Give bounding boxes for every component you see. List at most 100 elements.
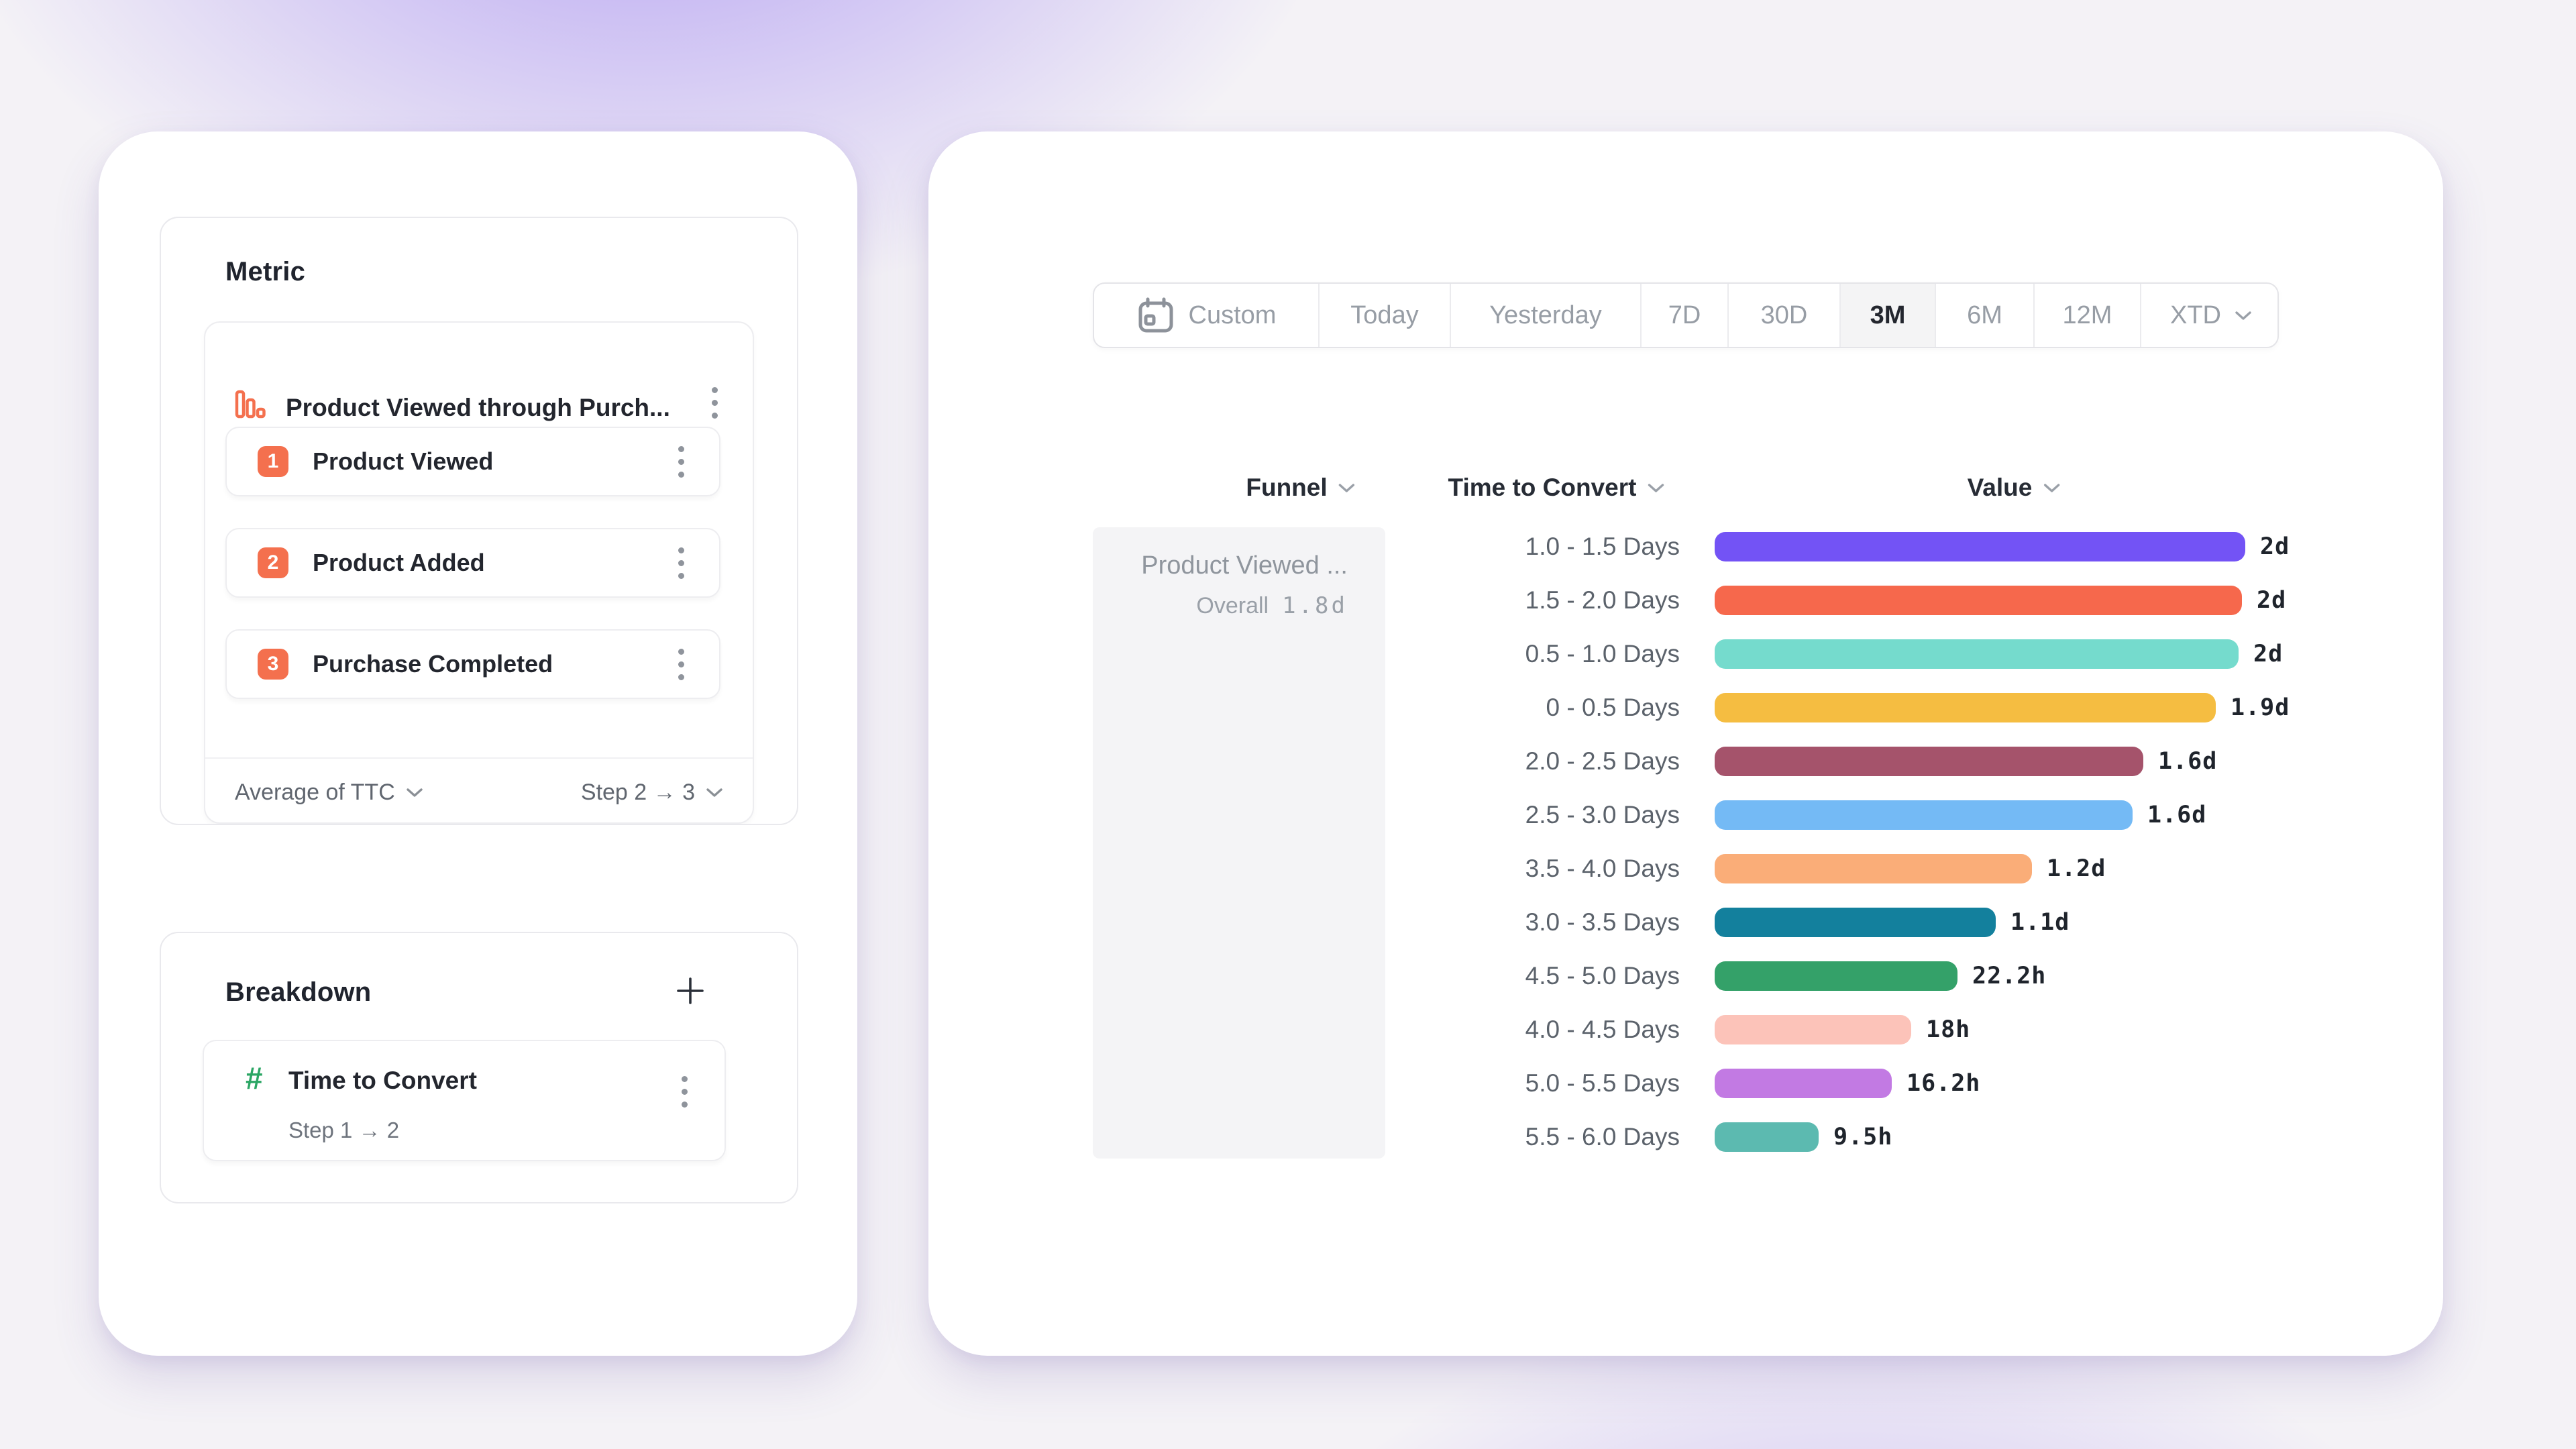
value-column-label: Value <box>1967 474 2033 501</box>
date-range-option-xtd[interactable]: XTD <box>2141 284 2277 347</box>
chevron-down-icon <box>706 788 722 797</box>
date-range-option-label: 6M <box>1967 301 2002 329</box>
value-label: 18h <box>1926 1016 1971 1043</box>
value-bar[interactable] <box>1715 747 2143 776</box>
bar-chart: 1.0 - 1.5 Days 2d 1.5 - 2.0 Days 2d 0.5 - 1.… <box>928 520 2443 1164</box>
date-range-option-12m[interactable]: 12M <box>2035 284 2141 347</box>
value-label: 9.5h <box>1833 1124 1893 1150</box>
breakdown-kebab-menu[interactable] <box>682 1076 688 1108</box>
measure-dropdown[interactable]: Average of TTC <box>235 780 423 806</box>
date-range-option-6m[interactable]: 6M <box>1936 284 2035 347</box>
funnel-cell[interactable]: Product Viewed ... Overall 1.8d <box>1093 527 1385 1159</box>
value-bar[interactable] <box>1715 1069 1892 1098</box>
bucket-label: 2.0 - 2.5 Days <box>1525 747 1680 775</box>
date-range-option-3m[interactable]: 3M <box>1841 284 1936 347</box>
bar-chart-icon <box>235 390 266 424</box>
divider <box>205 757 753 759</box>
bucket-label: 3.0 - 3.5 Days <box>1525 908 1680 936</box>
step-kebab-menu[interactable] <box>678 445 684 478</box>
calendar-icon <box>1138 297 1173 333</box>
add-breakdown-button[interactable] <box>674 975 706 1007</box>
date-range-option-today[interactable]: Today <box>1320 284 1451 347</box>
value-bar[interactable] <box>1715 693 2216 722</box>
chart-row: 3.0 - 3.5 Days 1.1d <box>928 896 2443 949</box>
date-range-option-label: Custom <box>1188 301 1277 329</box>
step-kebab-menu[interactable] <box>678 648 684 680</box>
chevron-down-icon <box>407 788 423 797</box>
step-range-dropdown-label: Step 2 → 3 <box>580 779 695 805</box>
value-label: 2d <box>2260 533 2290 560</box>
value-bar[interactable] <box>1715 1015 1911 1044</box>
value-bar[interactable] <box>1715 532 2245 561</box>
value-label: 1.2d <box>2047 855 2106 882</box>
time-to-convert-column-header[interactable]: Time to Convert <box>1448 474 1665 502</box>
bucket-label: 0.5 - 1.0 Days <box>1525 640 1680 667</box>
bucket-label: 3.5 - 4.0 Days <box>1525 855 1680 882</box>
breakdown-item-name: Time to Convert <box>288 1067 477 1094</box>
funnel-metric-card: Product Viewed through Purch... 1 Product… <box>204 321 754 824</box>
date-range-option-custom[interactable]: Custom <box>1094 284 1320 347</box>
step-event-label: Product Added <box>313 549 485 576</box>
breakdown-module: Breakdown # Time to Convert Step 1 → 2 <box>160 932 798 1203</box>
value-label: 22.2h <box>1972 963 2047 989</box>
funnel-step-card[interactable]: 3 Purchase Completed <box>225 629 720 699</box>
value-label: 1.1d <box>2010 909 2070 936</box>
value-label: 1.6d <box>2158 748 2218 775</box>
value-bar[interactable] <box>1715 908 1996 937</box>
breakdown-item-card[interactable]: # Time to Convert Step 1 → 2 <box>203 1040 726 1161</box>
date-range-option-30d[interactable]: 30D <box>1729 284 1841 347</box>
chart-row: 0.5 - 1.0 Days 2d <box>928 627 2443 681</box>
metric-name: Product Viewed through Purch... <box>286 394 670 421</box>
step-kebab-menu[interactable] <box>678 547 684 579</box>
measure-dropdown-label: Average of TTC <box>235 779 395 805</box>
chart-row: 2.5 - 3.0 Days 1.6d <box>928 788 2443 842</box>
bucket-label: 5.0 - 5.5 Days <box>1525 1069 1680 1097</box>
chevron-down-icon <box>1338 483 1355 492</box>
overall-value: 1.8d <box>1282 592 1348 619</box>
bucket-label: 5.5 - 6.0 Days <box>1525 1123 1680 1150</box>
date-range-option-label: Yesterday <box>1489 301 1602 329</box>
bucket-label: 1.0 - 1.5 Days <box>1525 533 1680 560</box>
date-range-option-label: 12M <box>2062 301 2112 329</box>
time-to-convert-column-label: Time to Convert <box>1448 474 1637 501</box>
bucket-label: 4.0 - 4.5 Days <box>1525 1016 1680 1043</box>
chart-row: 5.5 - 6.0 Days 9.5h <box>928 1110 2443 1164</box>
chart-panel-card: Custom Today Yesterday 7D 30D 3M 6M 12M XTD Funn… <box>928 131 2443 1356</box>
date-range-option-label: 30D <box>1760 301 1808 329</box>
value-bar[interactable] <box>1715 1122 1819 1152</box>
date-range-option-7d[interactable]: 7D <box>1642 284 1729 347</box>
controls-panel-card: Metric Product Viewed through Purch... <box>99 131 857 1356</box>
chart-row: 1.5 - 2.0 Days 2d <box>928 574 2443 627</box>
step-number-badge: 3 <box>258 649 288 680</box>
value-bar[interactable] <box>1715 961 1957 991</box>
funnel-step-card[interactable]: 1 Product Viewed <box>225 427 720 496</box>
bucket-label: 1.5 - 2.0 Days <box>1525 586 1680 614</box>
chart-row: 2.0 - 2.5 Days 1.6d <box>928 735 2443 788</box>
value-label: 2d <box>2257 587 2287 614</box>
value-bar[interactable] <box>1715 639 2239 669</box>
funnel-column-header[interactable]: Funnel <box>1246 474 1355 502</box>
breakdown-item-subtitle: Step 1 → 2 <box>288 1118 400 1142</box>
date-range-picker: Custom Today Yesterday 7D 30D 3M 6M 12M XTD <box>1093 282 2279 348</box>
chart-row: 5.0 - 5.5 Days 16.2h <box>928 1057 2443 1110</box>
date-range-option-label: Today <box>1350 301 1419 329</box>
funnel-step-card[interactable]: 2 Product Added <box>225 528 720 598</box>
value-bar[interactable] <box>1715 854 2032 883</box>
step-number-badge: 1 <box>258 446 288 477</box>
chart-row: 3.5 - 4.0 Days 1.2d <box>928 842 2443 896</box>
step-range-dropdown[interactable]: Step 2 → 3 <box>581 780 723 806</box>
value-bar[interactable] <box>1715 800 2133 830</box>
chart-row: 4.5 - 5.0 Days 22.2h <box>928 949 2443 1003</box>
value-label: 1.6d <box>2147 802 2207 828</box>
chart-row: 1.0 - 1.5 Days 2d <box>928 520 2443 574</box>
date-range-option-label: 3M <box>1870 301 1906 329</box>
value-label: 16.2h <box>1907 1070 1981 1097</box>
date-range-option-yesterday[interactable]: Yesterday <box>1451 284 1642 347</box>
value-column-header[interactable]: Value <box>1968 474 2061 502</box>
metric-kebab-menu[interactable] <box>712 387 718 419</box>
bucket-label: 0 - 0.5 Days <box>1546 694 1680 721</box>
overall-label: Overall <box>1196 593 1269 619</box>
value-bar[interactable] <box>1715 586 2242 615</box>
value-label: 2d <box>2253 641 2284 667</box>
funnel-steps-list: 1 Product Viewed 2 Product Added 3 Purchase C… <box>225 427 720 731</box>
